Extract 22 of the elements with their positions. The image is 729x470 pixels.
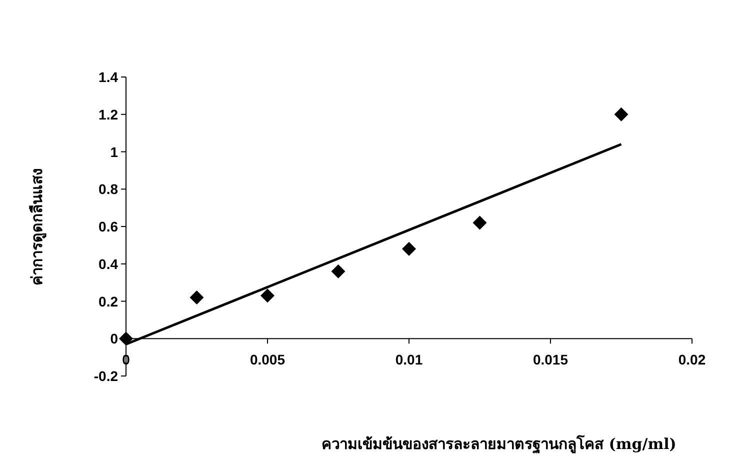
y-axis-title: ค่าการดูดกลืนแสง	[28, 168, 47, 286]
point	[614, 107, 628, 122]
point	[402, 242, 416, 256]
x-tick-label: 0.01	[395, 352, 423, 368]
point	[472, 216, 487, 230]
y-tick-label: 0.6	[98, 218, 118, 234]
y-tick-label: 0.2	[98, 293, 118, 310]
point	[190, 290, 204, 305]
x-tick-label: 0.015	[532, 352, 568, 368]
x-tick-label: 0.005	[250, 352, 286, 368]
point	[119, 332, 133, 346]
y-tick-label: 0	[110, 330, 118, 347]
y-tick-label: 1.4	[98, 69, 118, 85]
y-tick-label: 0.4	[98, 256, 118, 272]
x-axis-title: ความเข้มข้นของสารละลายมาตรฐานกลูโคส (mg/ml)	[322, 434, 676, 454]
y-tick-label: 1.2	[98, 106, 118, 122]
point	[331, 264, 346, 278]
point	[260, 288, 274, 303]
x-tick-label: 0.02	[678, 352, 706, 368]
y-tick-label: -0.2	[94, 368, 118, 384]
y-tick-label: 1	[110, 144, 118, 160]
y-tick-label: 0.8	[98, 181, 118, 198]
